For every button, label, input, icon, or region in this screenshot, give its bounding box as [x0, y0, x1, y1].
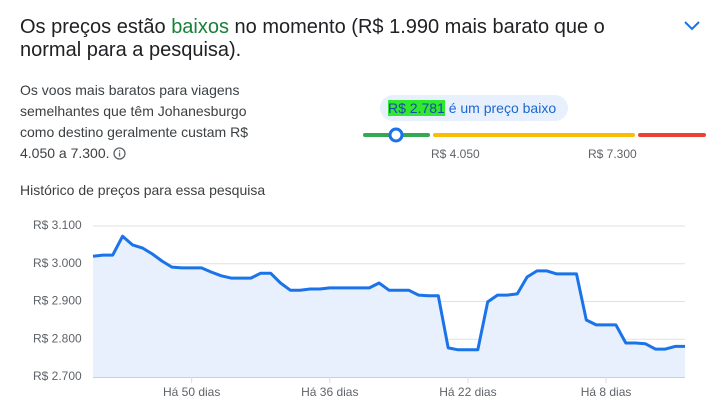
- y-tick-label: R$ 3.100: [33, 218, 82, 232]
- badge-text: é um preço baixo: [448, 100, 557, 116]
- range-low-label: R$ 4.050: [431, 147, 480, 161]
- x-tick-label: Há 36 dias: [301, 385, 358, 399]
- summary: Os voos mais baratos para viagens semelh…: [20, 80, 275, 164]
- range-high: [638, 133, 706, 137]
- price-badge: R$ 2.781 é um preço baixo: [380, 95, 569, 121]
- chart-title: Histórico de preços para essa pesquisa: [20, 182, 266, 198]
- page-title: Os preços estão baixos no momento (R$ 1.…: [20, 16, 635, 62]
- collapse-chevron[interactable]: [684, 21, 700, 31]
- x-tick-label: Há 50 dias: [163, 385, 220, 399]
- price-indicator: [388, 127, 404, 143]
- y-tick-label: R$ 2.700: [33, 369, 82, 383]
- y-tick-label: R$ 2.900: [33, 294, 82, 308]
- y-tick-label: R$ 3.000: [33, 256, 82, 270]
- area: [93, 236, 685, 377]
- range-typical: [433, 133, 635, 137]
- title-start: Os preços estão: [20, 16, 172, 38]
- title-end: no momento (R$ 1.990 mais barato que o n…: [20, 16, 605, 61]
- badge-price: R$ 2.781: [388, 100, 445, 116]
- summary-text: Os voos mais baratos para viagens semelh…: [20, 82, 248, 161]
- range-high-label: R$ 7.300: [588, 147, 637, 161]
- x-tick-label: Há 8 dias: [581, 385, 632, 399]
- x-tick-label: Há 22 dias: [439, 385, 496, 399]
- y-tick-label: R$ 2.800: [33, 331, 82, 345]
- info-icon[interactable]: [113, 147, 127, 160]
- price-line: [92, 234, 685, 352]
- title-highlight: baixos: [171, 16, 229, 38]
